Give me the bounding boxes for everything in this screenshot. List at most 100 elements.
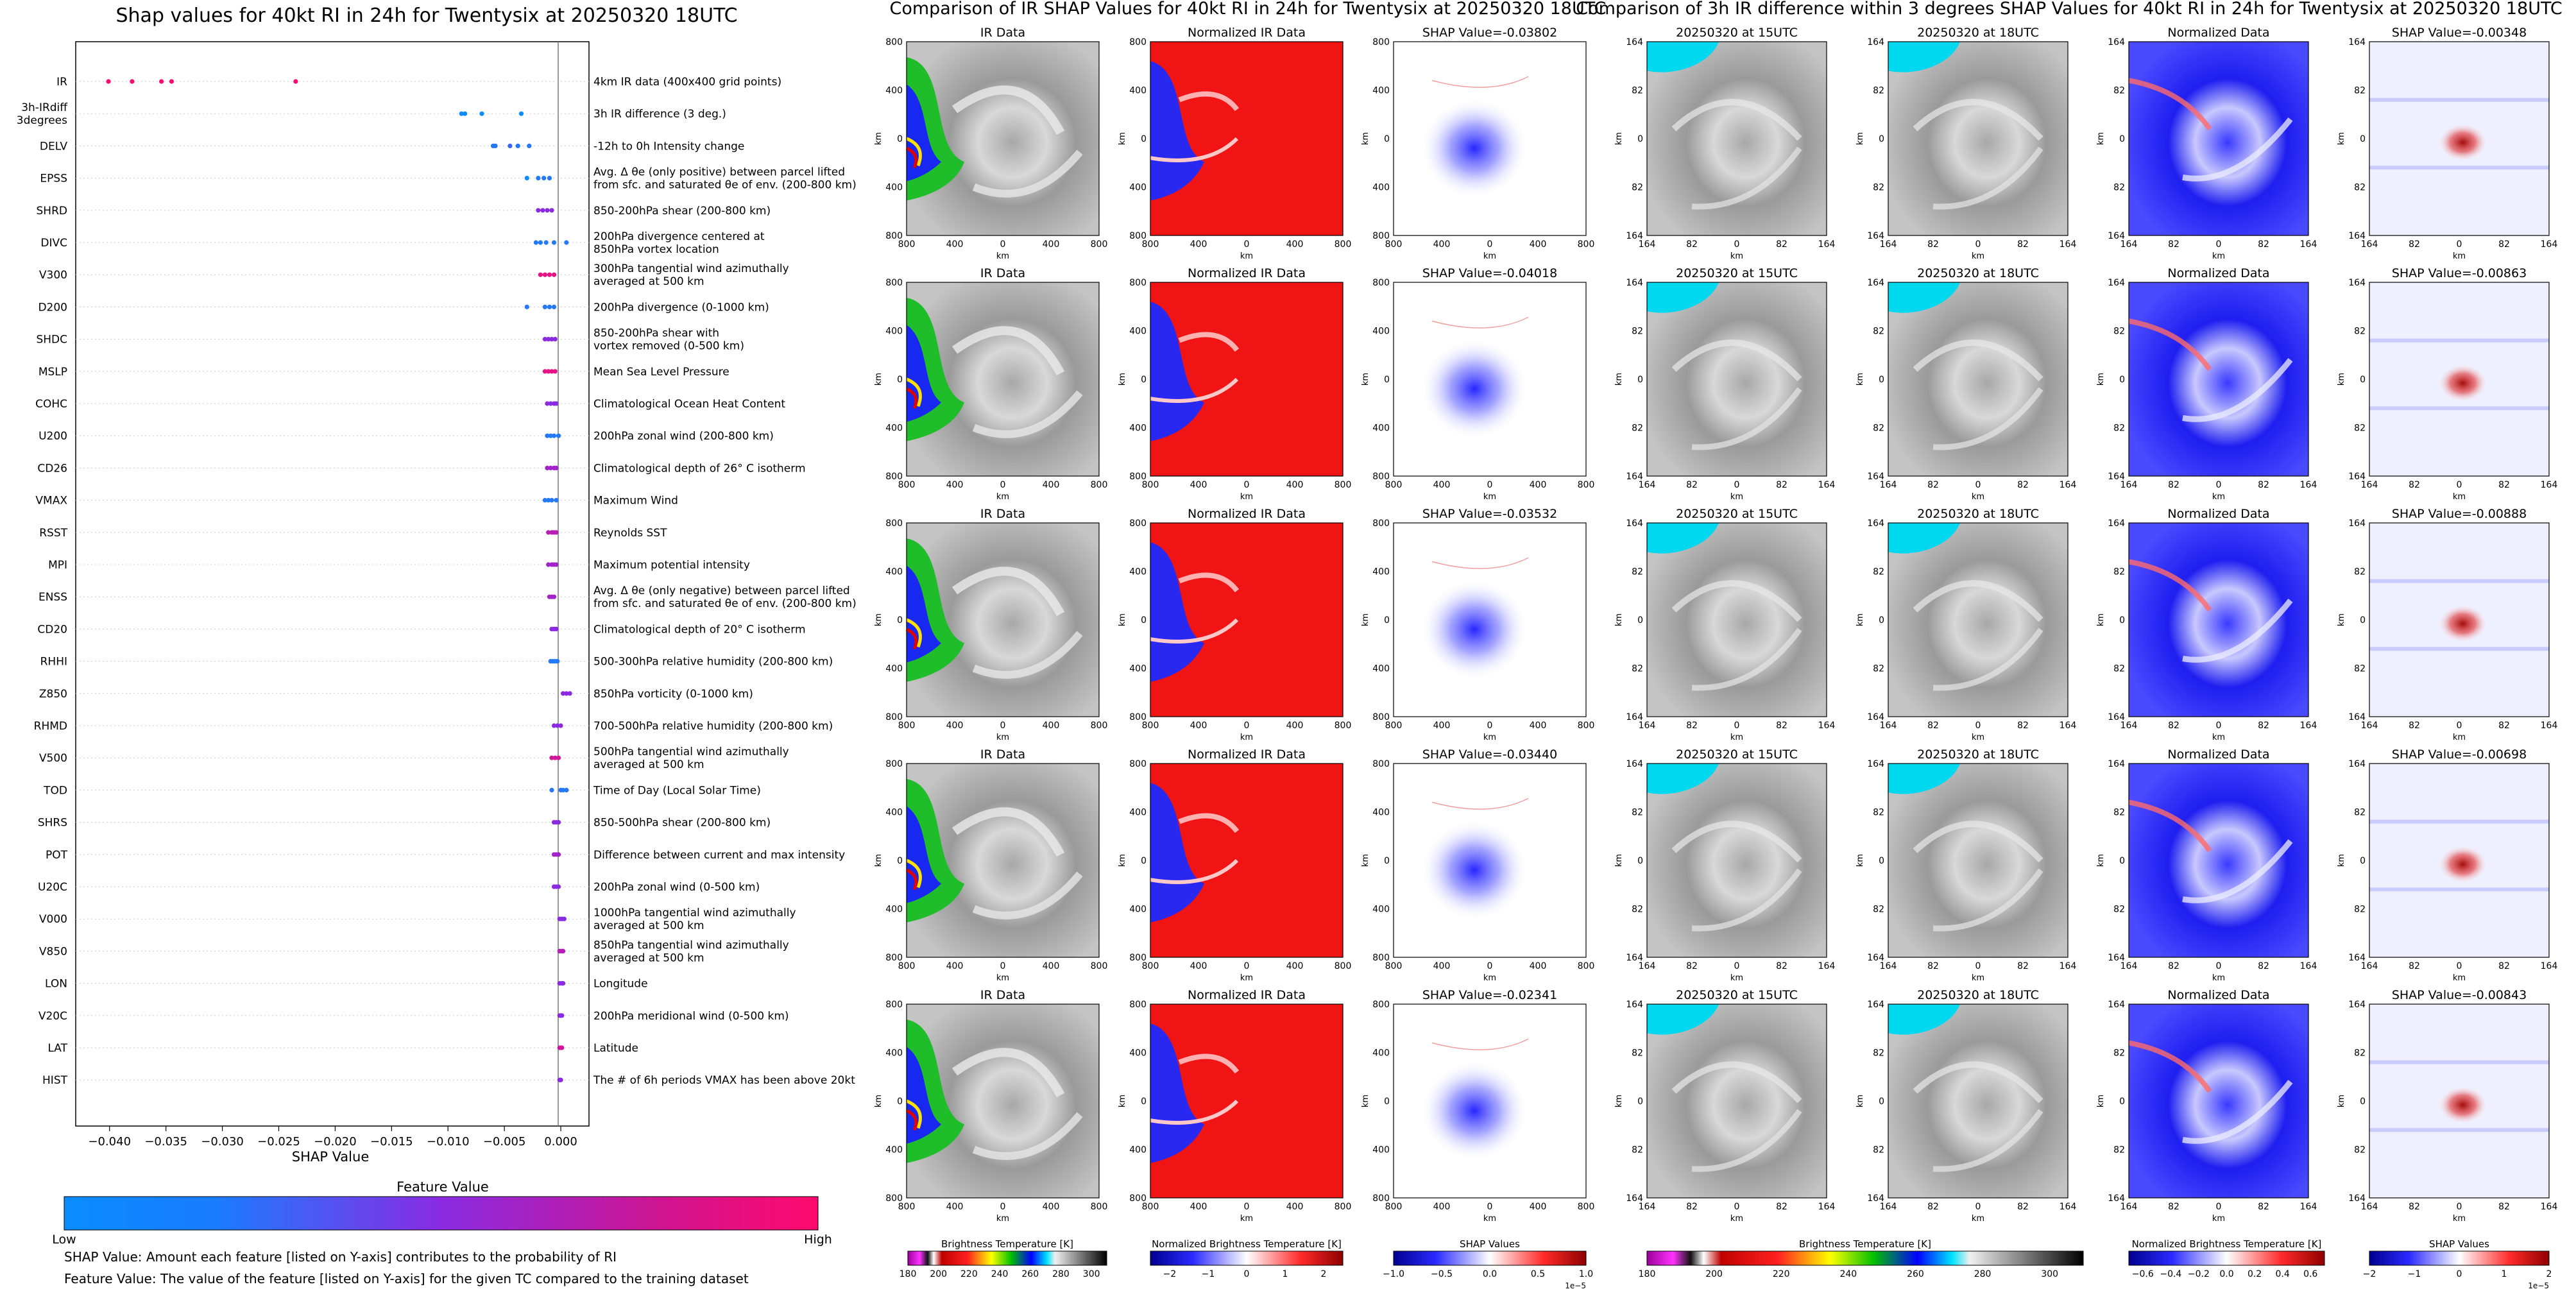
colorbar-tick-label: −1 <box>2408 1269 2421 1279</box>
x-tick-label: −0.025 <box>257 1135 300 1148</box>
normalized-band <box>2182 839 2293 903</box>
panel-frame <box>2369 763 2550 958</box>
panel-frame <box>2369 522 2550 717</box>
y-tick-label: 82 <box>2113 664 2125 674</box>
y-tick-label: 164 <box>2348 472 2366 482</box>
y-tick-label: 400 <box>1129 567 1147 577</box>
x-tick-label: 400 <box>946 961 964 971</box>
panel-title: SHAP Value=-0.03440 <box>1422 747 1557 762</box>
y-tick-label: 164 <box>2108 1193 2125 1204</box>
x-tick-label: 82 <box>2409 480 2420 490</box>
shap-point <box>564 787 569 792</box>
feature-name: Z850 <box>39 688 67 701</box>
y-axis-label: km <box>1614 373 1624 386</box>
panel-title: IR Data <box>980 747 1025 762</box>
shap-point <box>536 176 541 181</box>
y-tick-label: 0 <box>2119 856 2125 866</box>
panel-title: 20250320 at 15UTC <box>1676 26 1798 40</box>
cloud-band <box>1932 868 2043 932</box>
x-axis-label: km <box>1240 492 1253 502</box>
feature-name: LAT <box>47 1042 67 1055</box>
y-axis-label: km <box>1855 854 1865 867</box>
y-axis-label: km <box>2096 373 2106 386</box>
x-axis-label: km <box>2212 1214 2225 1224</box>
feature-description: Avg. Δ θe (only positive) between parcel… <box>593 166 857 192</box>
shap-point <box>555 723 560 728</box>
colorbar-tick-label: 0.6 <box>2303 1269 2317 1279</box>
y-tick-label: 164 <box>1626 231 1643 241</box>
colorbar-tick-label: 0.4 <box>2276 1269 2290 1279</box>
colorbar-tick-label: 180 <box>1639 1269 1656 1279</box>
y-tick-label: 800 <box>885 759 903 769</box>
x-axis-label: km <box>996 252 1009 261</box>
panel-title: 20250320 at 18UTC <box>1917 266 2039 280</box>
x-tick-label: 82 <box>1927 480 1939 490</box>
feature-description: Mean Sea Level Pressure <box>593 366 729 379</box>
shap-point <box>518 111 524 116</box>
x-tick-label: 400 <box>1043 721 1060 731</box>
panel-frame <box>2128 1003 2309 1199</box>
panel-title: SHAP Value=-0.00698 <box>2392 747 2527 762</box>
x-tick-label: 82 <box>2409 721 2420 731</box>
cold-cloud-edge <box>905 137 922 167</box>
x-tick-label: 800 <box>1578 1202 1595 1212</box>
y-tick-label: 0 <box>897 615 903 626</box>
feature-name: HIST <box>42 1074 68 1087</box>
shap-summary-title: Shap values for 40kt RI in 24h for Twent… <box>115 4 737 27</box>
shap-point <box>515 143 520 148</box>
y-tick-label: 0 <box>1141 1097 1147 1107</box>
panel-frame <box>1888 763 2068 958</box>
y-tick-label: 800 <box>885 1000 903 1010</box>
x-axis-label: km <box>2453 252 2466 261</box>
cold-top-region <box>1888 1004 1960 1035</box>
shap-point <box>560 691 566 696</box>
feature-name: V300 <box>39 269 67 282</box>
cloud-band <box>1671 339 1802 382</box>
x-axis-label: km <box>1972 1214 1984 1224</box>
feature-name: SHRS <box>38 817 67 830</box>
x-tick-label: 164 <box>1818 239 1836 250</box>
y-tick-label: 164 <box>1626 518 1643 529</box>
normalized-diff-image <box>2129 523 2308 717</box>
shap-point <box>554 626 559 632</box>
x-axis-label: km <box>1730 252 1743 261</box>
x-tick-label: 800 <box>1142 721 1159 731</box>
cloud-band <box>951 326 1065 376</box>
feature-description: Climatological Ocean Heat Content <box>593 398 785 411</box>
cold-cloud-edge <box>905 627 918 650</box>
panel-title: 20250320 at 18UTC <box>1917 507 2039 521</box>
colorbar-tick-label: 300 <box>2041 1269 2058 1279</box>
y-tick-label: 164 <box>1867 231 1884 241</box>
x-axis-label: km <box>996 492 1009 502</box>
colorbar-tick-label: −0.2 <box>2188 1269 2210 1279</box>
colorbar-strip <box>907 1251 1107 1266</box>
panel-title: Normalized IR Data <box>1188 747 1306 762</box>
shap-point <box>556 884 561 889</box>
shap-point <box>459 111 464 116</box>
x-tick-label: 800 <box>1091 721 1108 731</box>
y-tick-label: 82 <box>1873 423 1884 434</box>
feature-name: 3h-IRdiff 3degrees <box>17 101 69 127</box>
y-tick-label: 82 <box>2354 567 2366 577</box>
cloud-band <box>972 390 1083 438</box>
colorbar-tick-label: 220 <box>960 1269 978 1279</box>
panel-frame <box>1646 1003 1827 1199</box>
cold-top-region <box>1647 523 1719 554</box>
y-tick-label: 0 <box>2360 134 2366 144</box>
x-tick-label: 82 <box>1927 1202 1939 1212</box>
colorbar-tick-label: 0.5 <box>1531 1269 1545 1279</box>
feature-name: U20C <box>38 881 67 894</box>
x-tick-label: 0 <box>2457 1202 2462 1212</box>
panel-frame <box>906 41 1100 236</box>
normalized-band <box>2182 1079 2293 1144</box>
y-tick-label: 0 <box>2119 134 2125 144</box>
colorbar-label: SHAP Values <box>1460 1238 1520 1250</box>
